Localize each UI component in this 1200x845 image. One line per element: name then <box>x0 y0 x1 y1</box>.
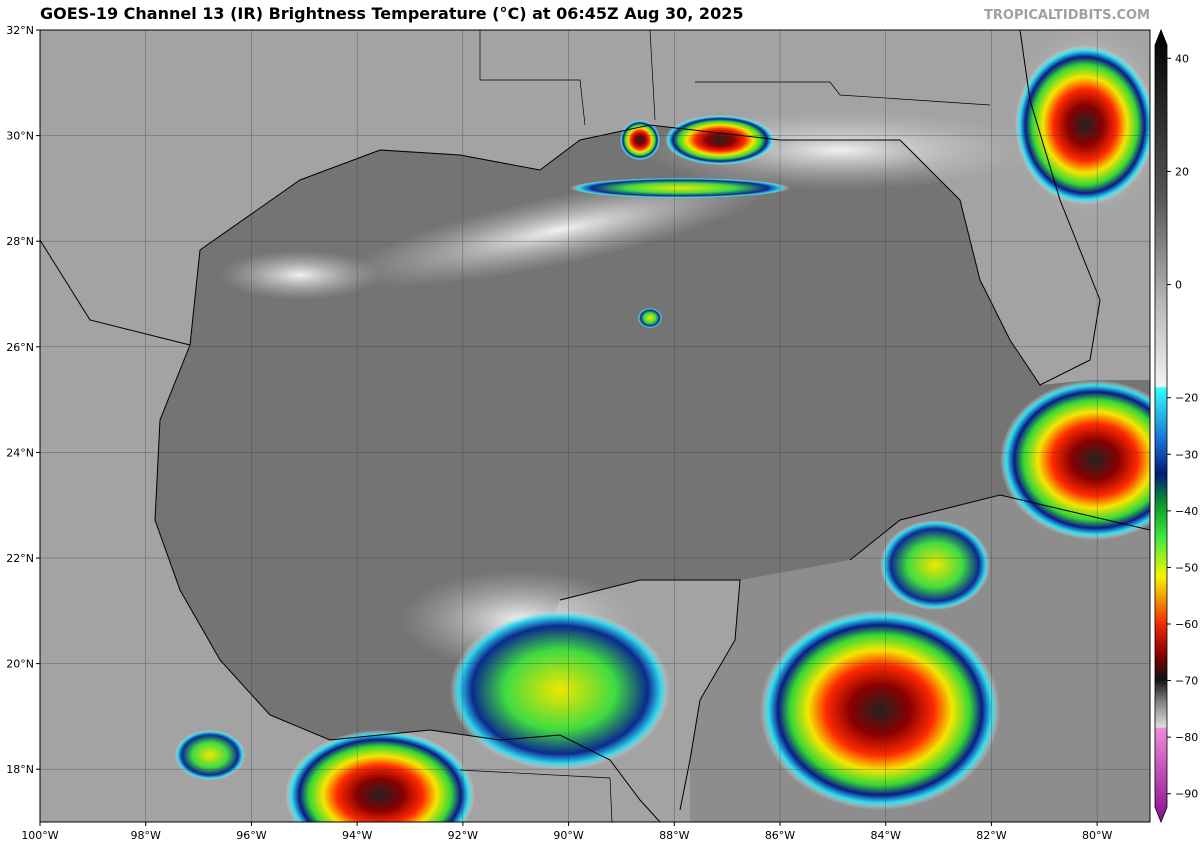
y-tick-label: 20°N <box>6 658 34 671</box>
x-tick-label: 88°W <box>659 829 689 842</box>
storm <box>450 610 670 770</box>
x-tick-label: 86°W <box>765 829 795 842</box>
imagery <box>40 30 1150 822</box>
graticule <box>40 30 1150 822</box>
y-tick-label: 32°N <box>6 24 34 37</box>
storm <box>285 730 475 822</box>
y-tick-label: 24°N <box>6 446 34 459</box>
storm <box>638 308 662 328</box>
source-credit: TROPICALTIDBITS.COM <box>984 8 1150 23</box>
colorbar-tick-label: −80 <box>1175 731 1198 744</box>
colorbar-tick-label: 0 <box>1175 279 1182 292</box>
storm <box>760 610 1000 810</box>
storm <box>1000 380 1150 540</box>
colorbar-tick-label: 20 <box>1175 165 1189 178</box>
colorbar <box>1154 28 1168 824</box>
x-tick-label: 90°W <box>553 829 583 842</box>
x-tick-label: 92°W <box>448 829 478 842</box>
x-tick-label: 98°W <box>131 829 161 842</box>
storm <box>620 120 660 160</box>
x-tick-label: 96°W <box>236 829 266 842</box>
colorbar-tick-label: 40 <box>1175 52 1189 65</box>
x-tick-label: 100°W <box>21 829 58 842</box>
axes: 100°W 98°W 96°W 94°W 92°W 90°W 88°W 86°W 84°W 82°… <box>6 24 1198 842</box>
colorbar-tick-label: −40 <box>1175 505 1198 518</box>
y-tick-label: 30°N <box>6 130 34 143</box>
colorbar-tick-label: −20 <box>1175 392 1198 405</box>
colorbar-tick-label: −50 <box>1175 561 1198 574</box>
storm <box>665 115 775 165</box>
colorbar-tick-label: −90 <box>1175 788 1198 801</box>
colorbar-tick-label: −70 <box>1175 675 1198 688</box>
y-tick-label: 22°N <box>6 552 34 565</box>
y-tick-label: 28°N <box>6 235 34 248</box>
colorbar-tick-label: −30 <box>1175 448 1198 461</box>
storm <box>175 730 245 780</box>
colorbar-tick-label: −60 <box>1175 618 1198 631</box>
cloud <box>220 250 380 300</box>
map-title: GOES-19 Channel 13 (IR) Brightness Tempe… <box>40 4 743 23</box>
coastline <box>40 30 1150 822</box>
x-tick-label: 94°W <box>342 829 372 842</box>
borders <box>459 30 991 822</box>
x-tick-label: 82°W <box>976 829 1006 842</box>
storm <box>570 178 790 198</box>
x-tick-label: 84°W <box>871 829 901 842</box>
y-tick-label: 26°N <box>6 341 34 354</box>
cloud <box>344 172 776 288</box>
x-tick-label: 80°W <box>1082 829 1112 842</box>
y-tick-label: 18°N <box>6 763 34 776</box>
storm <box>880 520 990 610</box>
map-frame <box>39 29 1151 823</box>
storm <box>1015 45 1150 205</box>
